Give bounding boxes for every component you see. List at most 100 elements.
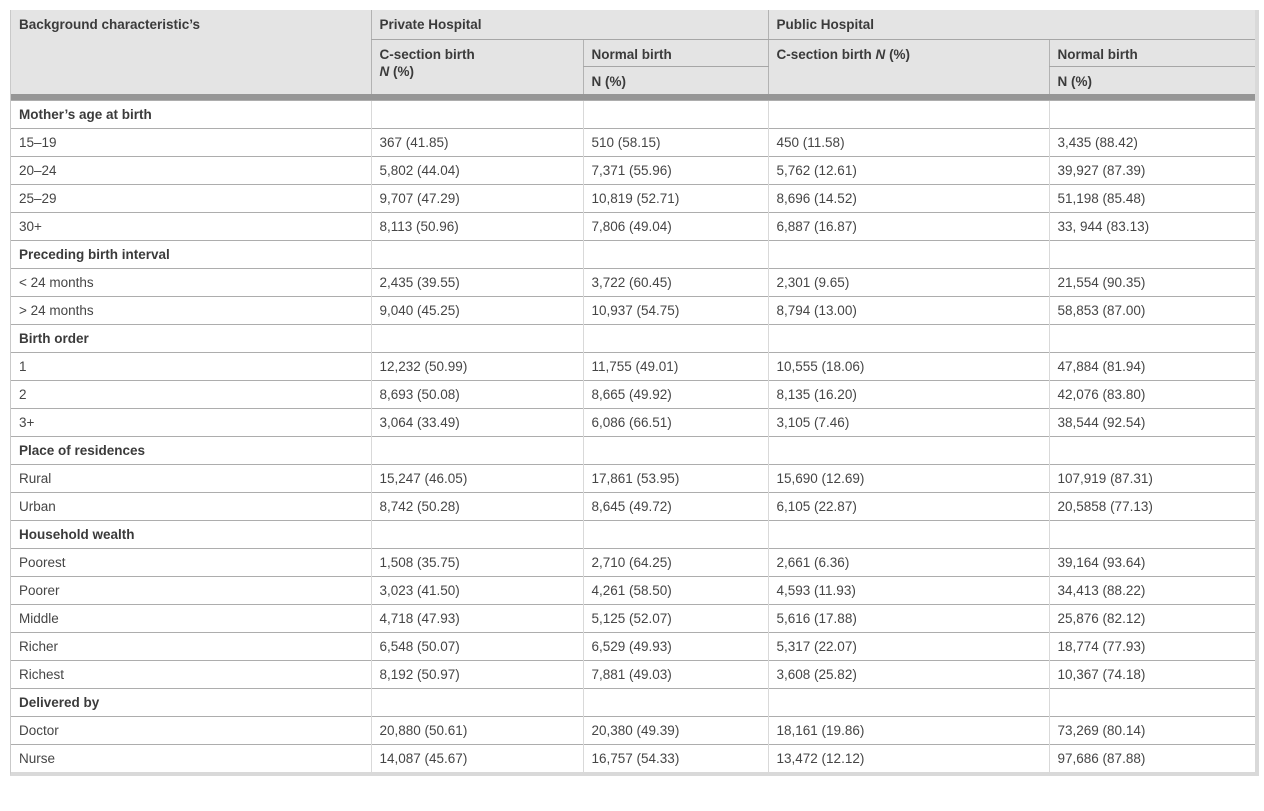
data-cell: 1,508 (35.75): [370, 547, 583, 576]
data-cell: 25,876 (82.12): [1048, 603, 1256, 632]
section-title: Household wealth: [11, 519, 371, 548]
data-cell: 5,616 (17.88): [767, 603, 1050, 632]
data-cell: 97,686 (87.88): [1048, 743, 1256, 772]
table-row: 2 8,693 (50.08) 8,665 (49.92) 8,135 (16.20)…: [11, 379, 1256, 408]
table-row: 20–24 5,802 (44.04) 7,371 (55.96) 5,762 (12…: [11, 155, 1256, 184]
column-header-public-csection: C-section birth N (%): [767, 39, 1050, 94]
data-cell: 8,693 (50.08): [370, 379, 583, 408]
data-cell: 10,937 (54.75): [582, 295, 769, 324]
data-cell: 5,802 (44.04): [370, 155, 583, 184]
table-row: Poorer 3,023 (41.50) 4,261 (58.50) 4,593 (1…: [11, 575, 1256, 604]
data-cell: 5,762 (12.61): [767, 155, 1050, 184]
row-label-cell: Urban: [11, 491, 371, 520]
column-header-public-normal: Normal birth: [1048, 39, 1256, 67]
header-row-groups: Background characteristic’s Private Hosp…: [11, 10, 1256, 94]
header-row-npct: N (%) N (%): [11, 66, 1256, 94]
row-label-cell: Poorer: [11, 575, 371, 604]
csection-pct: (%): [889, 46, 911, 62]
data-cell: 2,301 (9.65): [767, 267, 1050, 296]
empty-cell: [767, 323, 1050, 352]
table-row: > 24 months 9,040 (45.25) 10,937 (54.75) 8,…: [11, 295, 1256, 324]
data-cell: 58,853 (87.00): [1048, 295, 1256, 324]
csection-label: C-section birth: [776, 46, 872, 62]
column-group-private-hospital: Private Hospital: [370, 10, 769, 40]
data-cell: 8,742 (50.28): [370, 491, 583, 520]
data-cell: 8,192 (50.97): [370, 659, 583, 688]
empty-cell: [370, 687, 583, 716]
row-label-cell: Doctor: [11, 715, 371, 744]
data-cell: 3,023 (41.50): [370, 575, 583, 604]
column-header-private-csection: C-section birth N (%): [370, 39, 583, 94]
empty-cell: [370, 239, 583, 268]
data-cell: 8,696 (14.52): [767, 183, 1050, 212]
data-cell: 2,661 (6.36): [767, 547, 1050, 576]
row-label-cell: 1: [11, 351, 371, 380]
empty-cell: [370, 435, 583, 464]
data-cell: 3,105 (7.46): [767, 407, 1050, 436]
row-label-cell: < 24 months: [11, 267, 371, 296]
empty-cell: [1048, 687, 1256, 716]
empty-cell: [1048, 99, 1256, 128]
data-cell: 20,5858 (77.13): [1048, 491, 1256, 520]
data-cell: 21,554 (90.35): [1048, 267, 1256, 296]
data-cell: 6,105 (22.87): [767, 491, 1050, 520]
table-row: 15–19 367 (41.85) 510 (58.15) 450 (11.58) 3,…: [11, 127, 1256, 156]
row-label-cell: 20–24: [11, 155, 371, 184]
table-body: Mother’s age at birth 15–19 367 (41.85) 510…: [11, 99, 1256, 772]
csection-label: C-section birth: [379, 46, 475, 62]
data-cell: 34,413 (88.22): [1048, 575, 1256, 604]
table-row: 30+ 8,113 (50.96) 7,806 (49.04) 6,887 (16.8…: [11, 211, 1256, 240]
data-cell: 42,076 (83.80): [1048, 379, 1256, 408]
data-cell: 6,529 (49.93): [582, 631, 769, 660]
table-row: Middle 4,718 (47.93) 5,125 (52.07) 5,616 (1…: [11, 603, 1256, 632]
column-header-private-normal: Normal birth: [582, 39, 769, 67]
data-cell: 9,707 (47.29): [370, 183, 583, 212]
section-title: Place of residences: [11, 435, 371, 464]
data-cell: 13,472 (12.12): [767, 743, 1050, 772]
data-cell: 51,198 (85.48): [1048, 183, 1256, 212]
csection-pct: (%): [393, 63, 415, 79]
data-cell: 2,435 (39.55): [370, 267, 583, 296]
data-cell: 510 (58.15): [582, 127, 769, 156]
data-cell: 20,380 (49.39): [582, 715, 769, 744]
data-cell: 8,645 (49.72): [582, 491, 769, 520]
section-title: Preceding birth interval: [11, 239, 371, 268]
empty-cell: [370, 519, 583, 548]
row-label-cell: 30+: [11, 211, 371, 240]
row-label-cell: 15–19: [11, 127, 371, 156]
section-header-row: Place of residences: [11, 435, 1256, 464]
data-cell: 12,232 (50.99): [370, 351, 583, 380]
data-cell: 450 (11.58): [767, 127, 1050, 156]
empty-cell: [1048, 323, 1256, 352]
characteristics-table: Background characteristic’s Private Hosp…: [10, 10, 1259, 776]
data-cell: 16,757 (54.33): [582, 743, 769, 772]
section-header-row: Preceding birth interval: [11, 239, 1256, 268]
header-divider-band: [11, 94, 1256, 100]
column-header-background-characteristics: Background characteristic’s: [11, 10, 371, 94]
table-row: Doctor 20,880 (50.61) 20,380 (49.39) 18,161…: [11, 715, 1256, 744]
empty-cell: [1048, 435, 1256, 464]
data-cell: 3,722 (60.45): [582, 267, 769, 296]
background-characteristics-table: Background characteristic’s Private Hosp…: [11, 10, 1256, 772]
empty-cell: [582, 687, 769, 716]
data-cell: 15,247 (46.05): [370, 463, 583, 492]
data-cell: 5,125 (52.07): [582, 603, 769, 632]
data-cell: 4,261 (58.50): [582, 575, 769, 604]
data-cell: 18,161 (19.86): [767, 715, 1050, 744]
thick-rule: [11, 94, 1256, 100]
row-label-cell: Nurse: [11, 743, 371, 772]
table-row: Richest 8,192 (50.97) 7,881 (49.03) 3,608 (…: [11, 659, 1256, 688]
table-row: Richer 6,548 (50.07) 6,529 (49.93) 5,317 (2…: [11, 631, 1256, 660]
data-cell: 9,040 (45.25): [370, 295, 583, 324]
row-label-cell: 2: [11, 379, 371, 408]
data-cell: 7,371 (55.96): [582, 155, 769, 184]
data-cell: 4,593 (11.93): [767, 575, 1050, 604]
data-cell: 6,887 (16.87): [767, 211, 1050, 240]
data-cell: 73,269 (80.14): [1048, 715, 1256, 744]
data-cell: 3,064 (33.49): [370, 407, 583, 436]
empty-cell: [582, 519, 769, 548]
csection-n: N: [875, 46, 886, 62]
data-cell: 5,317 (22.07): [767, 631, 1050, 660]
data-cell: 20,880 (50.61): [370, 715, 583, 744]
empty-cell: [582, 239, 769, 268]
